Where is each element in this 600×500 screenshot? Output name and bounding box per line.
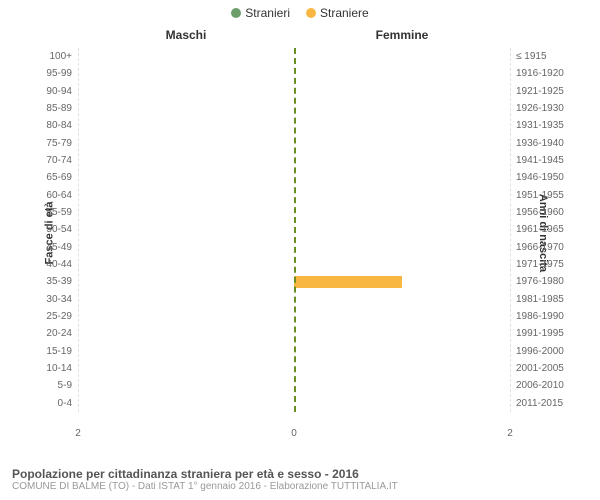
birth-year-tick: 1936-1940 [510, 138, 578, 149]
birth-year-tick: 2001-2005 [510, 363, 578, 374]
age-tick: 45-49 [22, 242, 78, 253]
bar-female [294, 276, 402, 288]
plot-region: 100+≤ 191595-991916-192090-941921-192585… [78, 48, 510, 412]
birth-year-tick: 1991-1995 [510, 328, 578, 339]
age-tick: 20-24 [22, 328, 78, 339]
age-tick: 55-59 [22, 207, 78, 218]
birth-year-tick: 1996-2000 [510, 346, 578, 357]
age-tick: 25-29 [22, 311, 78, 322]
age-tick: 90-94 [22, 86, 78, 97]
age-tick: 40-44 [22, 259, 78, 270]
birth-year-tick: 1956-1960 [510, 207, 578, 218]
gridline [78, 48, 79, 412]
legend-item-female: Straniere [306, 6, 369, 20]
age-tick: 50-54 [22, 224, 78, 235]
birth-year-tick: 1921-1925 [510, 86, 578, 97]
x-tick-label: 0 [291, 428, 297, 439]
column-header-male: Maschi [78, 28, 294, 42]
age-tick: 80-84 [22, 120, 78, 131]
birth-year-tick: 1966-1970 [510, 242, 578, 253]
x-tick-label: 2 [507, 428, 513, 439]
birth-year-tick: 1976-1980 [510, 276, 578, 287]
birth-year-tick: ≤ 1915 [510, 51, 578, 62]
legend-item-male: Stranieri [231, 6, 290, 20]
birth-year-tick: 1946-1950 [510, 172, 578, 183]
x-tick-label: 2 [75, 428, 81, 439]
birth-year-tick: 1951-1955 [510, 190, 578, 201]
birth-year-tick: 2006-2010 [510, 380, 578, 391]
birth-year-tick: 1926-1930 [510, 103, 578, 114]
birth-year-tick: 2011-2015 [510, 398, 578, 409]
age-tick: 60-64 [22, 190, 78, 201]
age-tick: 0-4 [22, 398, 78, 409]
chart-legend: Stranieri Straniere [0, 0, 600, 20]
age-tick: 10-14 [22, 363, 78, 374]
age-tick: 5-9 [22, 380, 78, 391]
birth-year-tick: 1941-1945 [510, 155, 578, 166]
chart-footer: Popolazione per cittadinanza straniera p… [12, 467, 588, 492]
age-tick: 35-39 [22, 276, 78, 287]
age-tick: 30-34 [22, 294, 78, 305]
legend-label-male: Stranieri [245, 6, 290, 20]
legend-label-female: Straniere [320, 6, 369, 20]
center-axis-line [294, 48, 296, 412]
birth-year-tick: 1971-1975 [510, 259, 578, 270]
column-header-female: Femmine [294, 28, 510, 42]
birth-year-tick: 1986-1990 [510, 311, 578, 322]
gridline [510, 48, 511, 412]
age-tick: 85-89 [22, 103, 78, 114]
age-tick: 95-99 [22, 68, 78, 79]
legend-dot-male [231, 8, 241, 18]
age-tick: 65-69 [22, 172, 78, 183]
footer-title: Popolazione per cittadinanza straniera p… [12, 467, 588, 481]
birth-year-tick: 1931-1935 [510, 120, 578, 131]
column-headers: Maschi Femmine [78, 28, 510, 42]
age-tick: 100+ [22, 51, 78, 62]
chart-area: Maschi Femmine Fasce di età Anni di nasc… [20, 28, 580, 438]
footer-subtitle: COMUNE DI BALME (TO) - Dati ISTAT 1° gen… [12, 481, 588, 492]
birth-year-tick: 1981-1985 [510, 294, 578, 305]
legend-dot-female [306, 8, 316, 18]
birth-year-tick: 1916-1920 [510, 68, 578, 79]
age-tick: 75-79 [22, 138, 78, 149]
age-tick: 70-74 [22, 155, 78, 166]
birth-year-tick: 1961-1965 [510, 224, 578, 235]
age-tick: 15-19 [22, 346, 78, 357]
